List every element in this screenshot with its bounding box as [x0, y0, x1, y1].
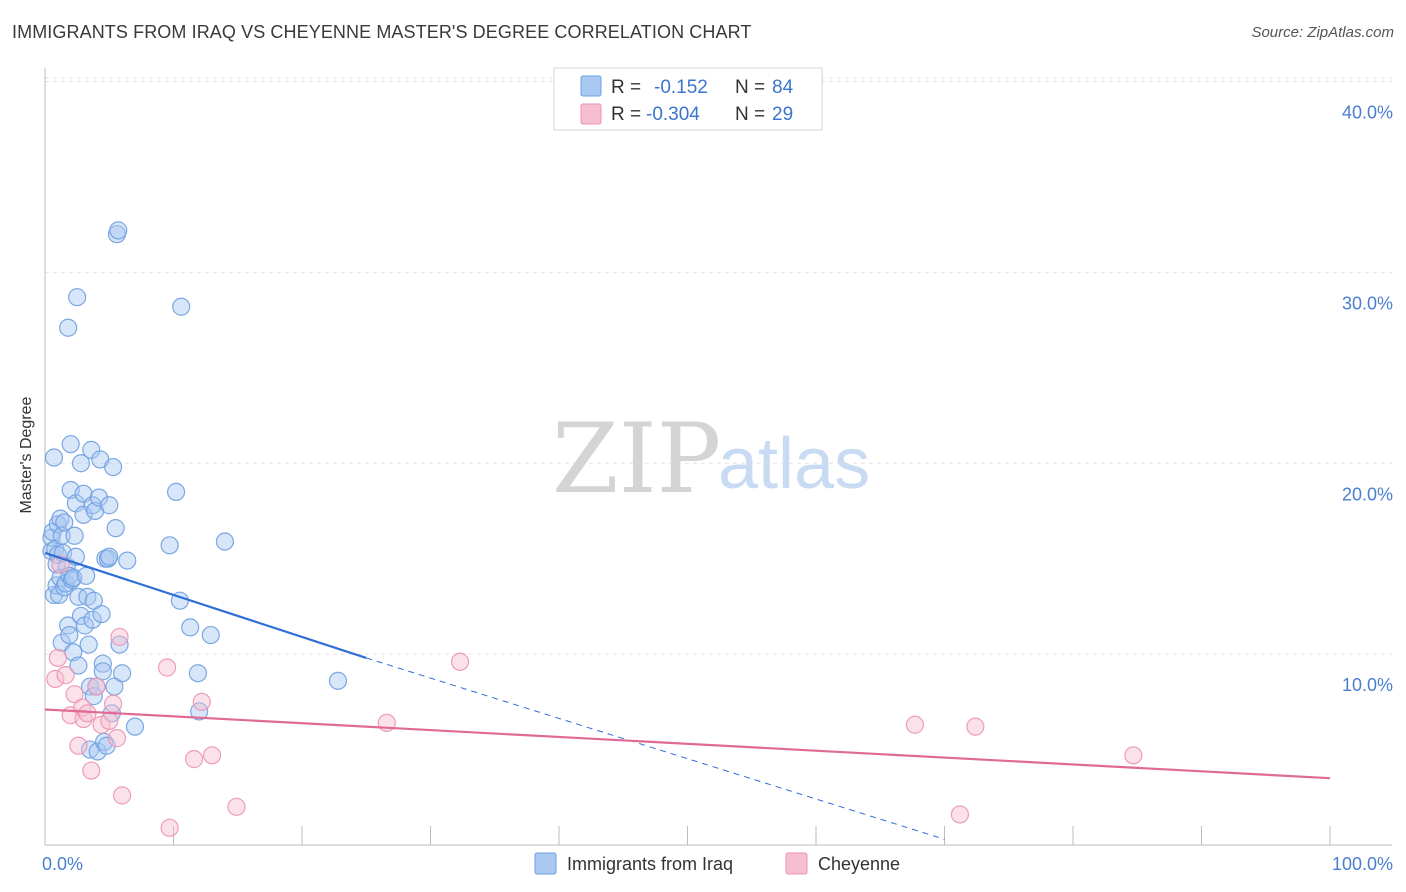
point-iraq: [93, 654, 112, 673]
legend-r-value-1: -0.152: [654, 77, 708, 98]
point-cheyenne: [112, 786, 132, 805]
point-iraq: [125, 717, 145, 736]
legend-top: R = -0.152 N = 84 R = -0.304 N = 29: [553, 67, 823, 131]
point-cheyenne: [192, 692, 211, 711]
point-iraq: [106, 519, 125, 538]
point-cheyenne: [65, 685, 84, 704]
y-axis-label: Master's Degree: [18, 396, 35, 513]
point-cheyenne: [46, 669, 65, 689]
point-iraq: [89, 488, 109, 507]
data-points: [42, 221, 1143, 837]
bottom-legend-label-iraq: Immigrants from Iraq: [567, 854, 733, 874]
point-cheyenne: [82, 761, 101, 780]
bottom-legend-swatch-cheyenne: [785, 852, 808, 875]
bottom-legend-swatch-iraq: [534, 852, 557, 875]
point-iraq: [215, 532, 234, 551]
point-iraq: [166, 482, 186, 501]
point-iraq: [110, 635, 129, 654]
legend-bottom: Immigrants from Iraq Cheyenne: [534, 852, 900, 875]
point-cheyenne: [157, 658, 177, 677]
point-iraq: [68, 288, 87, 307]
point-cheyenne: [104, 694, 123, 713]
axes: 10.0% 20.0% 30.0% 40.0% 0.0% 100.0%: [42, 68, 1393, 874]
point-cheyenne: [905, 715, 925, 734]
point-iraq: [104, 457, 123, 477]
point-cheyenne: [56, 666, 75, 685]
legend-n-label-2: N =: [735, 104, 765, 125]
y-tick-label: 30.0%: [1342, 293, 1393, 313]
point-cheyenne: [202, 746, 222, 765]
y-tick-label: 20.0%: [1342, 484, 1393, 504]
point-iraq: [79, 635, 98, 654]
legend-n-value-1: 84: [772, 77, 794, 98]
point-iraq: [61, 435, 80, 454]
point-cheyenne: [100, 711, 119, 731]
trend-line-iraq: [44, 551, 367, 659]
point-iraq: [118, 551, 137, 570]
point-iraq: [84, 591, 103, 610]
bottom-legend-label-cheyenne: Cheyenne: [818, 854, 900, 874]
x-tick-label: 0.0%: [42, 854, 83, 874]
legend-n-label-1: N =: [735, 77, 765, 98]
watermark-zip: ZIP: [552, 403, 721, 515]
point-iraq: [201, 625, 220, 645]
legend-r-label-1: R =: [611, 77, 641, 98]
trend-lines: [44, 551, 1331, 840]
point-iraq: [100, 496, 119, 515]
point-iraq: [112, 664, 132, 683]
point-iraq: [172, 297, 191, 316]
point-cheyenne: [1124, 746, 1143, 765]
point-iraq: [44, 448, 64, 467]
point-cheyenne: [950, 805, 970, 824]
trend-line-iraq-extension: [366, 657, 945, 840]
point-iraq: [71, 606, 91, 626]
point-iraq: [181, 618, 200, 637]
point-iraq: [55, 513, 74, 532]
watermark: ZIP atlas: [552, 403, 870, 515]
legend-r-label-2: R =: [611, 104, 641, 125]
point-cheyenne: [87, 677, 106, 696]
point-iraq: [51, 568, 70, 587]
trend-line-cheyenne: [44, 708, 1331, 780]
point-iraq: [93, 662, 112, 681]
point-cheyenne: [160, 818, 179, 837]
point-cheyenne: [69, 736, 88, 755]
point-iraq: [97, 736, 116, 755]
point-iraq: [88, 742, 107, 761]
point-iraq: [188, 664, 208, 683]
point-iraq: [100, 547, 119, 566]
gridlines: [45, 77, 1392, 655]
watermark-atlas: atlas: [718, 424, 870, 504]
legend-swatch-iraq: [580, 75, 602, 97]
point-iraq: [77, 566, 96, 585]
legend-r-value-2: -0.304: [646, 104, 700, 125]
point-iraq: [80, 677, 100, 696]
point-iraq: [60, 625, 79, 645]
point-iraq: [328, 671, 348, 690]
point-iraq: [71, 454, 91, 473]
point-cheyenne: [966, 717, 985, 736]
point-iraq: [160, 536, 179, 555]
point-cheyenne: [110, 627, 129, 647]
point-cheyenne: [48, 648, 67, 668]
legend-n-value-2: 29: [772, 104, 793, 125]
point-iraq: [69, 656, 88, 675]
point-cheyenne: [450, 652, 470, 671]
point-iraq: [83, 610, 102, 629]
point-iraq: [59, 318, 78, 337]
point-cheyenne: [107, 729, 127, 748]
y-tick-label: 10.0%: [1342, 675, 1393, 695]
x-tick-label: 100.0%: [1332, 854, 1393, 874]
point-iraq: [92, 604, 111, 624]
legend-swatch-cheyenne: [580, 103, 602, 125]
chart-source: Source: ZipAtlas.com: [1251, 24, 1394, 41]
point-cheyenne: [227, 797, 246, 816]
point-iraq: [65, 526, 84, 545]
point-iraq: [109, 221, 128, 240]
y-tick-label: 40.0%: [1342, 103, 1393, 123]
point-cheyenne: [184, 750, 204, 769]
chart-title: IMMIGRANTS FROM IRAQ VS CHEYENNE MASTER'…: [12, 22, 752, 42]
point-cheyenne: [78, 704, 97, 723]
